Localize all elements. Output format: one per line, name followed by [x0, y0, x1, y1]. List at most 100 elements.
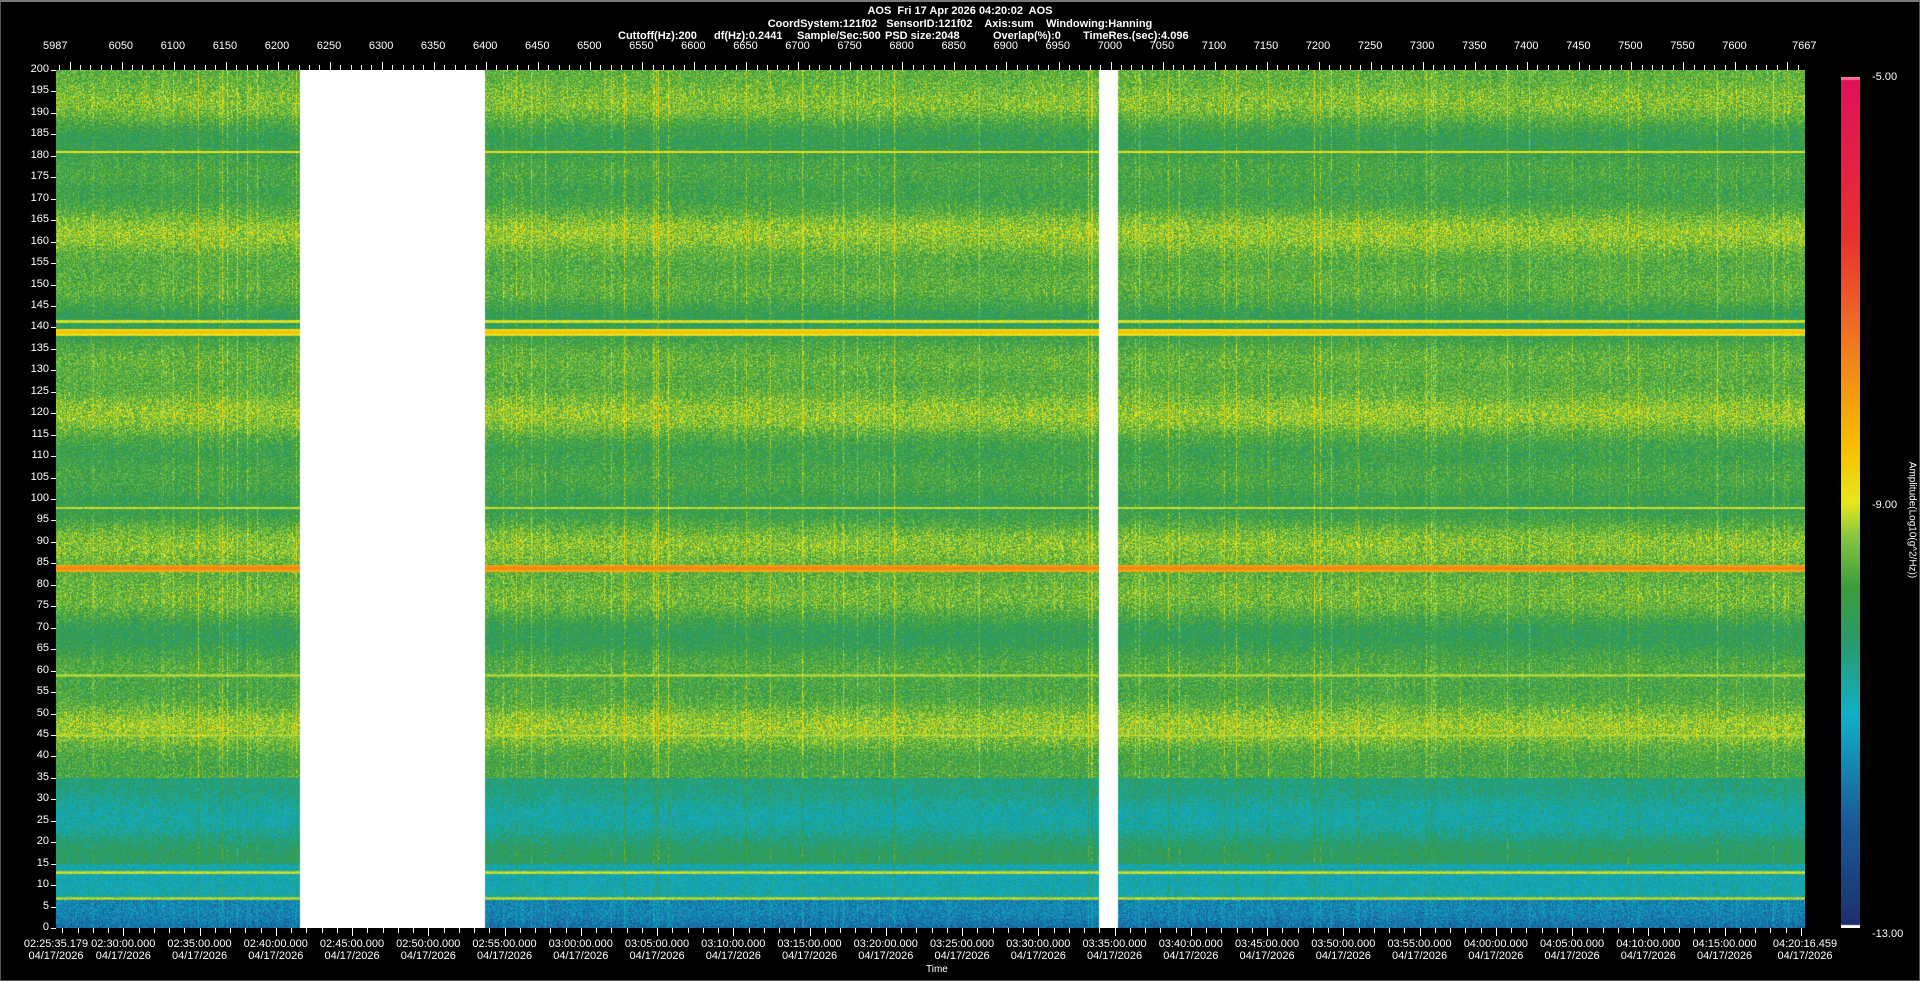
top-minor-tick — [891, 65, 893, 70]
time-tick — [1755, 928, 1757, 933]
chart-subtitle: CoordSystem:121f02 SensorID:121f02 Axis:… — [767, 18, 1153, 30]
top-tick-label: 7200 — [1305, 40, 1331, 52]
time-tick — [291, 928, 293, 933]
time-tick — [1526, 928, 1528, 933]
top-minor-tick — [1547, 65, 1549, 70]
time-tick — [77, 928, 79, 933]
y-tick-label: 195 — [30, 84, 49, 97]
top-minor-tick — [1027, 65, 1029, 70]
spectrogram-plot[interactable] — [56, 70, 1805, 928]
top-minor-tick — [1631, 62, 1633, 70]
top-minor-tick — [1391, 65, 1393, 70]
y-tick — [51, 177, 56, 179]
time-tick-label: 03:35:00.000 — [1082, 938, 1147, 950]
time-tick — [1678, 928, 1680, 933]
y-tick — [51, 434, 56, 436]
time-tick-label: 04:15:00.000 — [1692, 938, 1757, 950]
time-tick-label: 02:55:00.000 — [472, 938, 537, 950]
date-tick-label: 04/17/2026 — [28, 950, 84, 962]
time-tick — [1602, 928, 1604, 933]
y-tick-label: 190 — [30, 105, 49, 118]
time-tick — [1785, 928, 1787, 933]
colorbar-title: Amplitude(Log10(g^2/Hz)) — [1906, 461, 1918, 579]
param-sample-rate: Sample/Sec:500 — [797, 30, 881, 42]
y-tick-label: 25 — [36, 813, 49, 826]
time-tick — [794, 928, 796, 933]
top-minor-tick — [652, 65, 654, 70]
date-tick-label: 04/17/2026 — [1315, 950, 1371, 962]
top-minor-tick — [1235, 65, 1237, 70]
y-tick — [51, 606, 56, 608]
top-minor-tick — [1693, 65, 1695, 70]
top-minor-tick — [277, 62, 279, 70]
top-minor-tick — [1100, 65, 1102, 70]
top-minor-tick — [1381, 65, 1383, 70]
date-tick-label: 04/17/2026 — [324, 950, 380, 962]
y-tick-label: 130 — [30, 363, 49, 376]
top-tick-label: 6650 — [733, 40, 758, 52]
top-minor-tick — [798, 62, 800, 70]
top-minor-tick — [1672, 65, 1674, 70]
time-tick — [1663, 928, 1665, 933]
time-tick — [763, 928, 765, 933]
time-tick — [1739, 928, 1741, 933]
time-tick — [1419, 928, 1421, 936]
top-minor-tick — [1412, 65, 1414, 70]
time-tick — [1053, 928, 1055, 933]
time-tick — [1236, 928, 1238, 933]
top-tick-label: 7000 — [1097, 40, 1123, 52]
top-minor-tick — [506, 65, 508, 70]
top-minor-tick — [69, 62, 71, 70]
time-tick — [1770, 928, 1772, 933]
time-tick — [1511, 928, 1513, 933]
time-tick — [1114, 928, 1116, 936]
top-minor-tick — [1568, 65, 1570, 70]
y-tick-label: 110 — [31, 449, 49, 462]
y-tick-label: 30 — [36, 792, 49, 805]
top-minor-tick — [985, 65, 987, 70]
spectrogram-heatmap[interactable] — [56, 70, 1805, 928]
top-minor-tick — [1516, 65, 1518, 70]
y-tick-label: 50 — [36, 706, 49, 719]
y-tick-label: 35 — [36, 770, 49, 783]
y-tick — [51, 906, 56, 908]
y-tick — [51, 670, 56, 672]
time-tick — [245, 928, 247, 933]
top-minor-tick — [1620, 65, 1622, 70]
y-tick-label: 75 — [36, 599, 49, 612]
top-minor-tick — [600, 65, 602, 70]
top-minor-tick — [194, 65, 196, 70]
top-minor-tick — [1152, 65, 1154, 70]
top-minor-tick — [350, 65, 352, 70]
time-tick — [336, 928, 338, 933]
top-minor-tick — [850, 62, 852, 70]
time-tick-label: 03:00:00.000 — [548, 938, 613, 950]
time-tick — [596, 928, 598, 933]
y-tick-label: 80 — [36, 577, 49, 590]
top-tick-label: 7600 — [1722, 40, 1747, 52]
time-tick — [870, 928, 872, 933]
top-minor-tick — [1266, 62, 1268, 70]
date-tick-label: 04/17/2026 — [477, 950, 533, 962]
time-tick — [1694, 928, 1696, 933]
y-tick — [51, 520, 56, 522]
y-tick — [51, 477, 56, 479]
y-tick-label: 170 — [30, 191, 49, 204]
top-tick-label: 7667 — [1792, 40, 1817, 52]
top-tick-label: 6750 — [837, 40, 862, 52]
time-tick-label: 03:30:00.000 — [1006, 938, 1071, 950]
top-tick-label: 6200 — [264, 40, 290, 52]
date-tick-label: 04/17/2026 — [1697, 950, 1753, 962]
time-tick — [138, 928, 140, 933]
top-minor-tick — [236, 65, 238, 70]
top-minor-tick — [485, 62, 487, 70]
y-tick — [51, 70, 56, 71]
time-tick — [992, 928, 994, 933]
y-tick-label: 10 — [36, 878, 49, 891]
param-df: df(Hz):0.2441 — [714, 30, 783, 42]
top-tick-label: 6800 — [889, 40, 914, 52]
top-minor-tick — [79, 65, 81, 70]
top-minor-tick — [1058, 62, 1060, 70]
top-tick-label: 6250 — [316, 40, 342, 52]
time-tick — [855, 928, 857, 933]
